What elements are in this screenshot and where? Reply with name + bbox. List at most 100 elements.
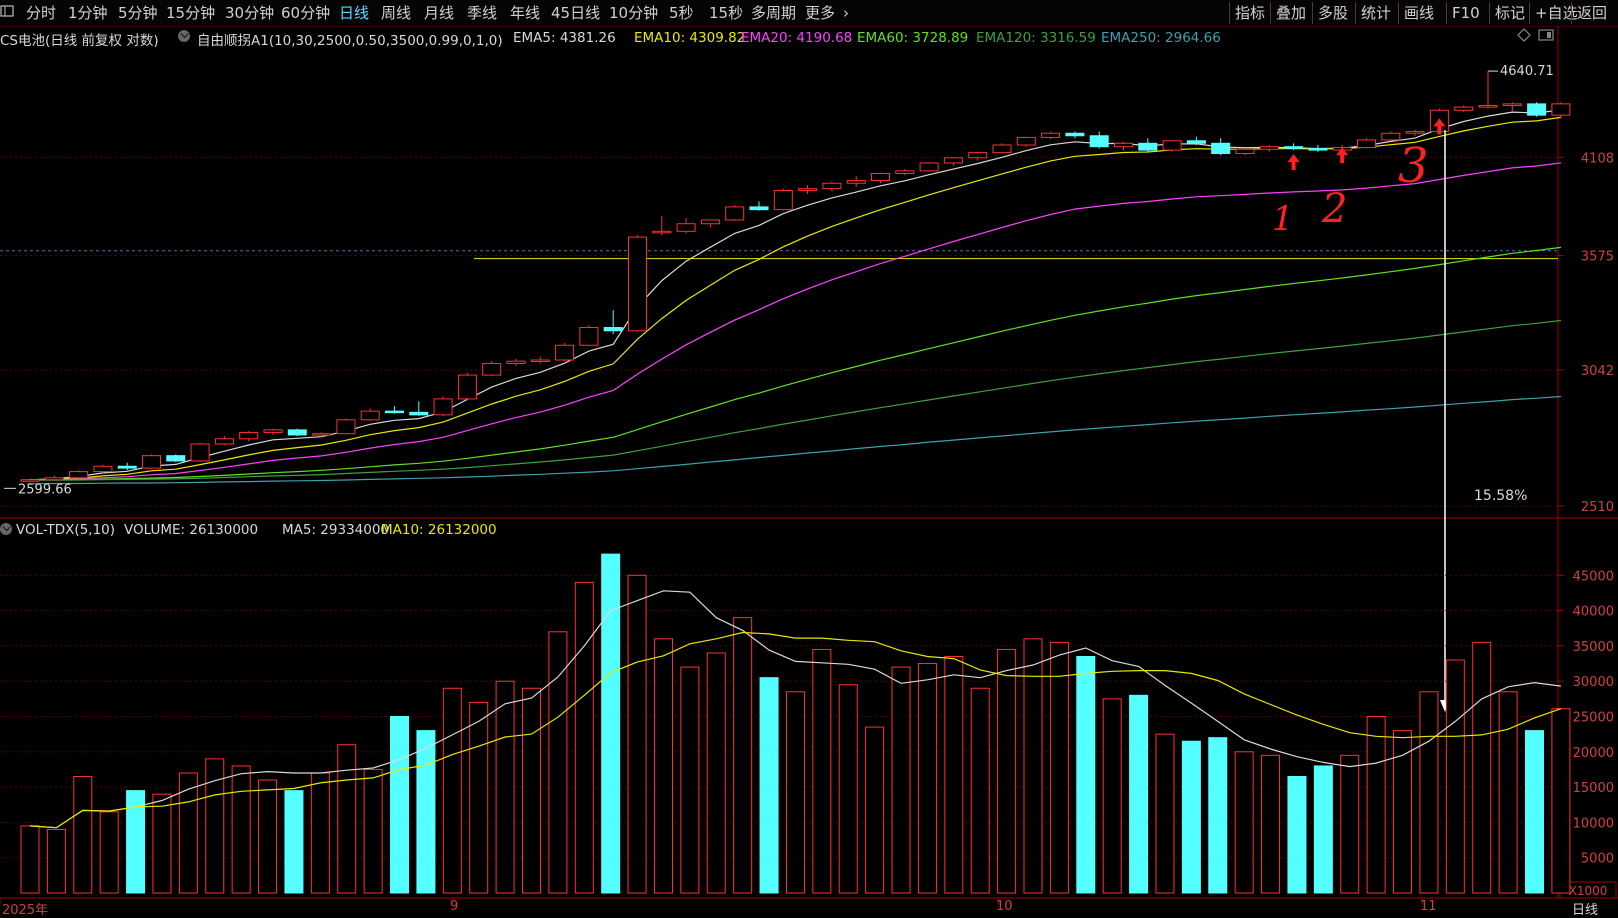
- volume-bar: [1287, 776, 1307, 894]
- red-arrow-icon: [1336, 147, 1349, 164]
- toolbar-btn-2[interactable]: 多股: [1318, 4, 1349, 22]
- volume-value: VOLUME: 26130000: [124, 522, 259, 538]
- candle-body: [482, 362, 502, 376]
- candle-body: [846, 180, 866, 184]
- price-tick-label: 3042: [1581, 364, 1614, 379]
- volume-bar: [1551, 708, 1571, 894]
- volume-ma5-line: [29, 590, 1561, 829]
- x-label-sep: 9: [450, 899, 459, 914]
- volume-bar: [706, 652, 726, 894]
- candle-body: [287, 429, 307, 436]
- candle-body: [919, 162, 939, 172]
- tab-9[interactable]: 季线: [467, 4, 498, 22]
- window-toggle-icon[interactable]: [1538, 28, 1554, 46]
- candle-body: [603, 326, 623, 332]
- candle-body: [1405, 131, 1425, 134]
- tab-12[interactable]: 10分钟: [609, 4, 659, 22]
- x-label-year: 2025年: [2, 903, 49, 918]
- toolbar-btn-6[interactable]: 标记: [1495, 4, 1526, 22]
- tab-14[interactable]: 15秒: [709, 4, 744, 22]
- candle-body: [798, 188, 818, 191]
- tab-11[interactable]: 45日线: [551, 4, 601, 22]
- annotation-1: 1: [1272, 199, 1294, 239]
- volume-bar: [1023, 638, 1043, 894]
- candle-body: [530, 359, 550, 362]
- toolbar-btn-7[interactable]: +自选: [1535, 4, 1578, 22]
- tab-1[interactable]: 1分钟: [68, 4, 108, 22]
- price-tick-label: 3575: [1581, 250, 1614, 265]
- volume-bar: [1076, 655, 1096, 894]
- toolbar-btn-4[interactable]: 画线: [1404, 4, 1435, 22]
- volume-bar: [733, 617, 753, 894]
- tab-0[interactable]: 分时: [26, 4, 57, 22]
- candle-body: [117, 465, 137, 469]
- tab-6[interactable]: 日线: [339, 4, 370, 22]
- volume-bar: [548, 631, 568, 894]
- toolbar-btn-5[interactable]: F10: [1452, 4, 1480, 22]
- toolbar-separator: [1446, 2, 1447, 24]
- volume-unit-label: X1000: [1569, 884, 1608, 898]
- candle-body: [1502, 103, 1522, 106]
- candle-body: [239, 431, 259, 440]
- period-label[interactable]: 日线: [1572, 903, 1599, 918]
- volume-bar: [178, 772, 198, 894]
- menu-icon[interactable]: [0, 3, 16, 23]
- tab-7[interactable]: 周线: [381, 4, 412, 22]
- diamond-icon[interactable]: [1517, 28, 1531, 46]
- tab-2[interactable]: 5分钟: [118, 4, 158, 22]
- candle-body: [1016, 136, 1036, 146]
- tab-8[interactable]: 月线: [424, 4, 455, 22]
- candle-body: [676, 223, 696, 232]
- volume-ma10-line: [29, 631, 1562, 829]
- volume-bar: [1419, 691, 1439, 894]
- ema-label-0: EMA5: 4381.26: [513, 30, 616, 46]
- toolbar-btn-3[interactable]: 统计: [1361, 4, 1392, 22]
- toolbar-btn-0[interactable]: 指标: [1235, 4, 1266, 22]
- tab-5[interactable]: 60分钟: [281, 4, 331, 22]
- price-tick-label: 4108: [1581, 151, 1614, 166]
- candle-body: [652, 230, 672, 234]
- volume-bar: [231, 765, 251, 894]
- tab-4[interactable]: 30分钟: [225, 4, 275, 22]
- candle-body: [166, 455, 186, 462]
- tab-13[interactable]: 5秒: [669, 4, 694, 22]
- volume-bar: [917, 663, 937, 894]
- candle-body: [1308, 147, 1328, 151]
- candle-body: [69, 471, 89, 479]
- indicator-toggle-icon[interactable]: [178, 29, 190, 45]
- tab-16[interactable]: 更多: [805, 4, 836, 22]
- candle-body: [1478, 104, 1498, 108]
- chevron-right-icon[interactable]: ›: [843, 4, 849, 22]
- volume-tick-label: 25000: [1573, 711, 1614, 726]
- tab-15[interactable]: 多周期: [751, 4, 797, 22]
- candle-body: [214, 438, 234, 445]
- ema-label-1: EMA10: 4309.82: [634, 30, 746, 46]
- percent-label: 15.58%: [1474, 488, 1527, 504]
- candle-body: [1162, 140, 1182, 151]
- ema-line-ema20: [30, 162, 1561, 481]
- volume-bar: [99, 811, 119, 894]
- candle-body: [190, 443, 210, 462]
- volume-bar: [152, 793, 172, 894]
- toolbar-separator: [1489, 2, 1490, 24]
- candle-body: [579, 326, 599, 346]
- tab-3[interactable]: 15分钟: [166, 4, 216, 22]
- volume-tick-label: 45000: [1573, 569, 1614, 584]
- volume-bar: [574, 581, 594, 894]
- toolbar-btn-1[interactable]: 叠加: [1276, 4, 1307, 22]
- volume-bar: [469, 701, 489, 894]
- indicator-params: 自由顺拐A1(10,30,2500,0.50,3500,0.99,0,1,0): [197, 33, 503, 49]
- tab-10[interactable]: 年线: [510, 4, 541, 22]
- ema-label-2: EMA20: 4190.68: [741, 30, 853, 46]
- candle-body: [385, 410, 404, 414]
- toolbar-separator: [1571, 2, 1572, 24]
- toolbar-btn-8[interactable]: 返回: [1577, 4, 1608, 22]
- volume-bar: [126, 790, 146, 894]
- toolbar-separator: [1529, 2, 1530, 24]
- volume-tick-label: 5000: [1581, 852, 1614, 867]
- volume-tick-label: 15000: [1573, 781, 1614, 796]
- volume-toggle-icon[interactable]: [0, 522, 12, 538]
- ema-line-ema5: [29, 109, 1561, 481]
- candle-body: [409, 411, 429, 416]
